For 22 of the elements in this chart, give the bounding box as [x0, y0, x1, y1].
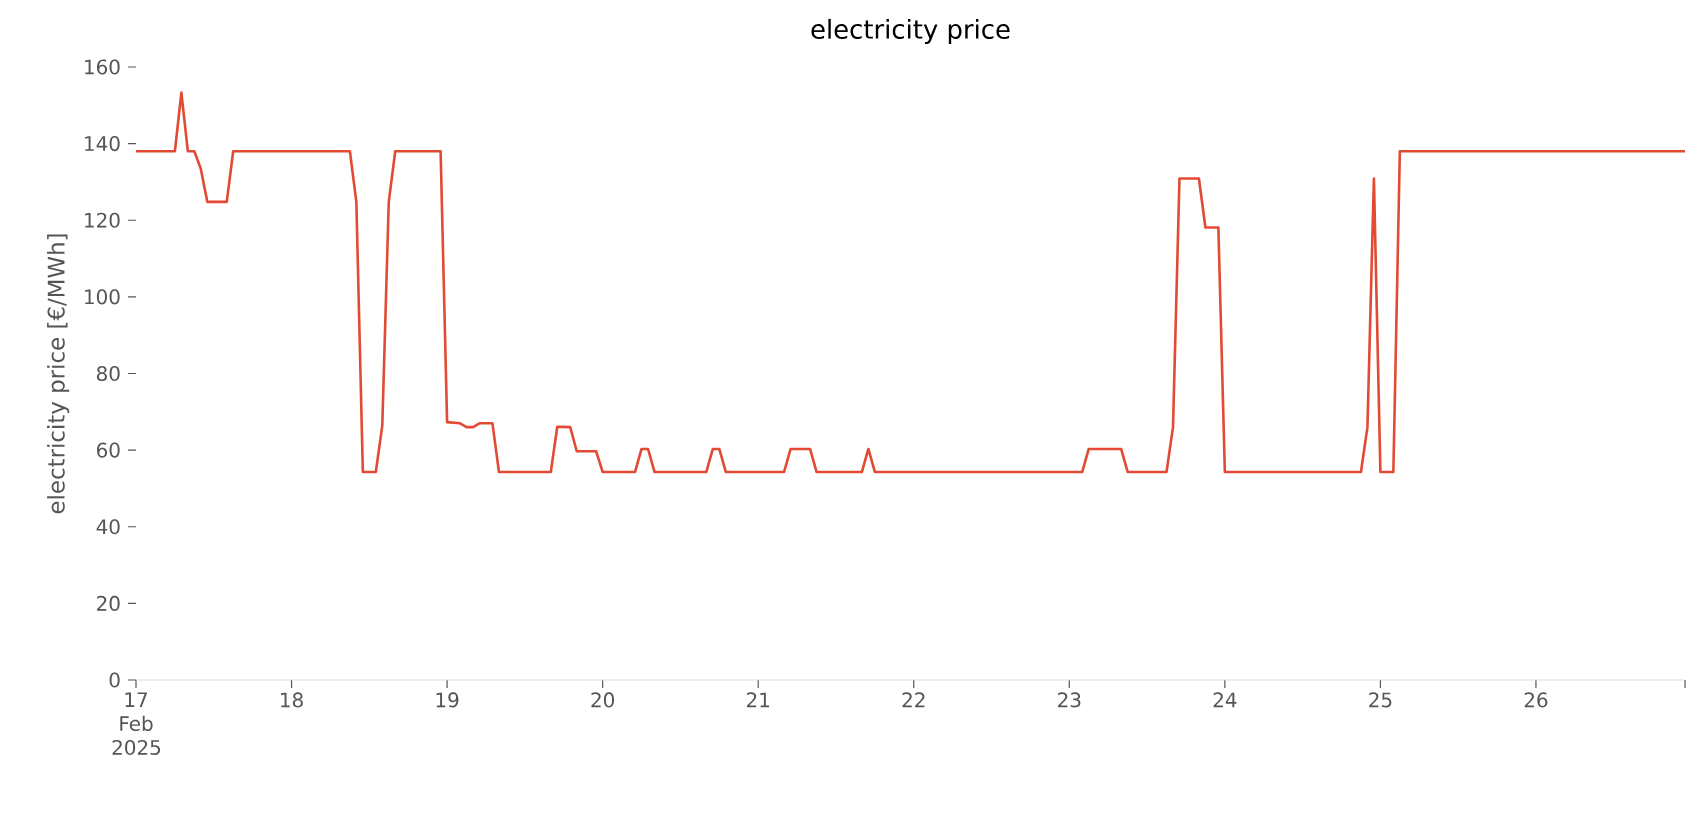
y-tick-label: 20: [97, 595, 120, 611]
x-tick-label: 22: [902, 692, 925, 708]
x-tick-label: 20: [591, 692, 615, 708]
y-tick-label: 0: [109, 672, 120, 688]
x-tick-label: 18: [281, 692, 303, 708]
y-axis-title: electricity price [€/MWh]: [47, 234, 70, 514]
chart-title: electricity price: [811, 18, 1010, 44]
x-tick-label: 26: [1524, 692, 1548, 708]
x-tick-label: 24: [1213, 692, 1237, 708]
x-tick-label: 21: [746, 692, 770, 708]
line-series: [136, 91, 1686, 474]
y-tick-label: 60: [97, 442, 120, 458]
y-tick-label: 100: [85, 289, 120, 305]
y-tick-label: 40: [96, 519, 120, 535]
y-tick-label: 140: [85, 136, 120, 152]
y-tick-label: 160: [85, 59, 120, 75]
x-tick-label: 19: [436, 692, 459, 708]
y-tick-label: 120: [85, 212, 120, 228]
y-tick-label: 80: [96, 365, 120, 382]
x-tick-label: 25: [1369, 692, 1392, 708]
x-tick-label: 23: [1058, 692, 1081, 708]
x-tick-label: 17 Feb 2025: [112, 692, 161, 756]
